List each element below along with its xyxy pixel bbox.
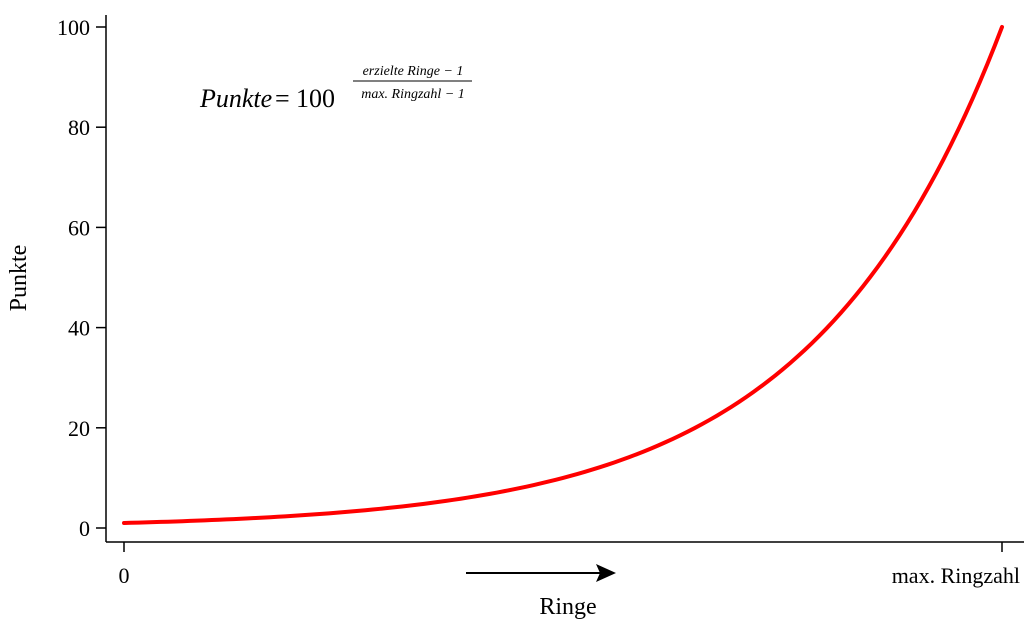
y-tick-label: 20 xyxy=(68,416,90,441)
formula-base: 100 xyxy=(296,84,335,113)
x-tick-label: max. Ringzahl xyxy=(892,563,1020,588)
x-axis-label: Ringe xyxy=(539,594,596,620)
y-tick-label: 40 xyxy=(68,316,90,341)
x-ticks: 0 max. Ringzahl xyxy=(119,542,1020,588)
y-tick-label: 80 xyxy=(68,115,90,140)
formula-denominator: max. Ringzahl − 1 xyxy=(361,87,465,102)
formula-equals: = xyxy=(275,84,290,113)
formula-annotation: Punkte = 100 erzielte Ringe − 1 max. Rin… xyxy=(199,64,472,113)
y-axis-label: Punkte xyxy=(6,245,32,312)
x-axis-arrow xyxy=(466,564,616,582)
formula-lhs: Punkte xyxy=(199,84,272,113)
formula-numerator: erzielte Ringe − 1 xyxy=(363,64,464,79)
y-tick-label: 100 xyxy=(57,15,90,40)
y-ticks: 0 20 40 60 80 100 xyxy=(57,15,106,541)
series-line xyxy=(122,25,1004,525)
x-tick-label: 0 xyxy=(119,563,130,588)
y-tick-label: 60 xyxy=(68,215,90,240)
axes xyxy=(105,15,1024,543)
y-tick-label: 0 xyxy=(79,516,90,541)
